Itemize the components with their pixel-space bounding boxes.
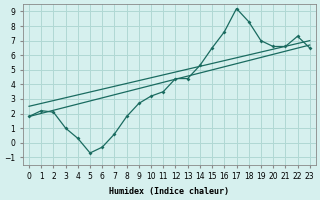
X-axis label: Humidex (Indice chaleur): Humidex (Indice chaleur) <box>109 187 229 196</box>
